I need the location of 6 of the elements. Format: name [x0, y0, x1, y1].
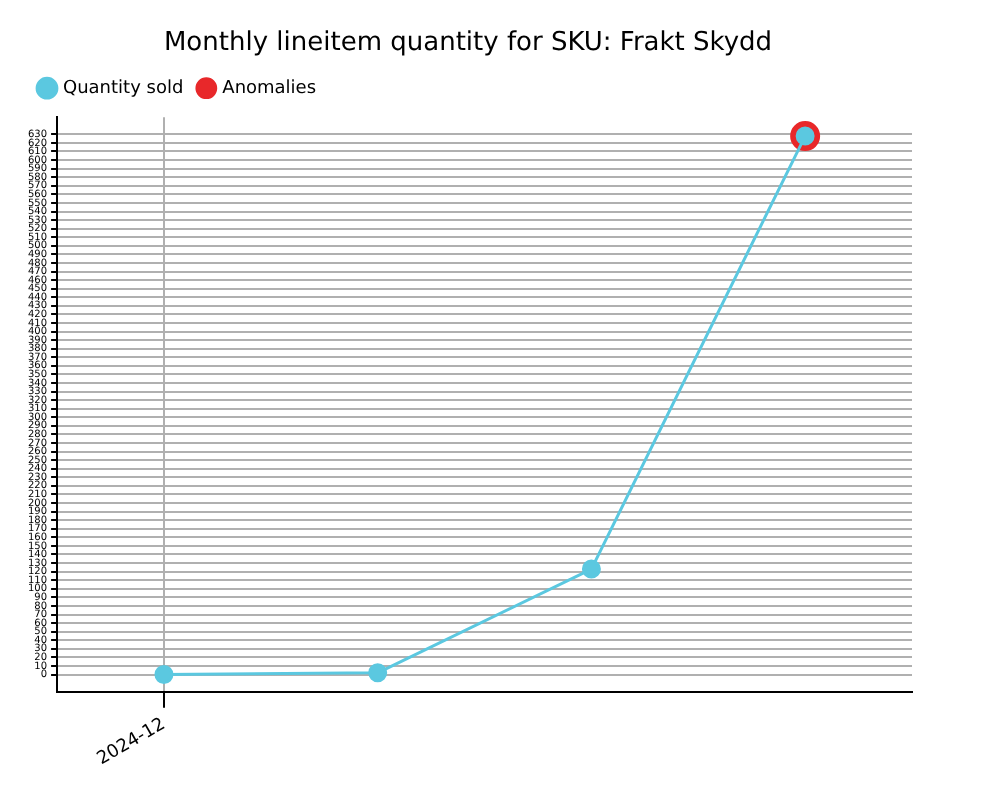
point [581, 559, 601, 579]
point [154, 665, 174, 685]
legend-label: Anomalies [222, 78, 317, 99]
chart-title: Monthly lineitem quantity for SKU: Frakt Skydd [163, 28, 773, 59]
point [368, 663, 388, 683]
legend-label: Quantity sold [63, 78, 184, 99]
